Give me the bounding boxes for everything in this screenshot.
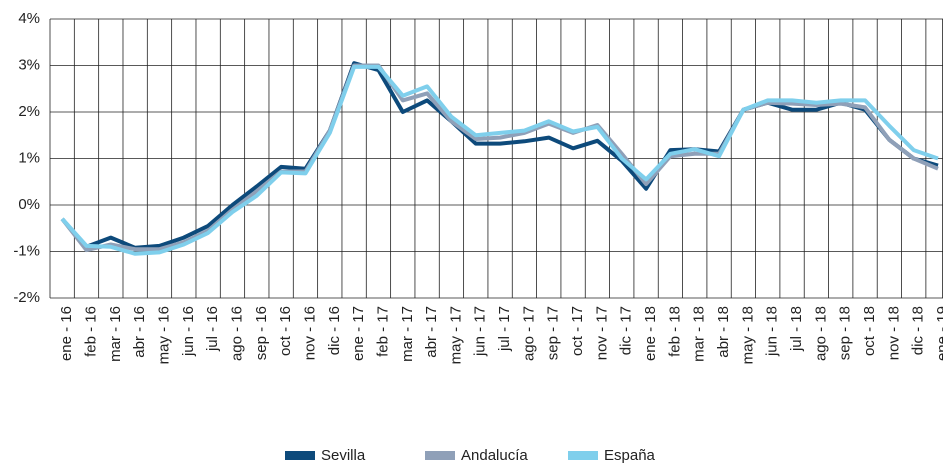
x-tick-label: sep - 17: [545, 306, 562, 360]
series-line: [60, 61, 939, 250]
x-tick-label: nov - 18: [885, 306, 902, 360]
x-tick-label: abr - 16: [131, 306, 148, 358]
x-tick-label: dic - 17: [618, 306, 635, 355]
y-tick-label: 0%: [18, 196, 40, 213]
legend-label: España: [604, 447, 656, 463]
legend-swatch: [425, 451, 455, 460]
x-tick-label: feb - 16: [82, 306, 99, 357]
x-tick-label: nov - 17: [593, 306, 610, 360]
x-tick-label: mar - 17: [399, 306, 416, 362]
x-tick-label: may - 18: [739, 306, 756, 364]
y-tick-label: -1%: [13, 242, 40, 259]
x-tick-label: nov - 16: [301, 306, 318, 360]
x-tick-label: jul - 16: [204, 306, 221, 352]
y-tick-label: 4%: [18, 10, 40, 27]
x-tick-label: ago - 17: [520, 306, 537, 361]
y-tick-label: 1%: [18, 149, 40, 166]
x-tick-label: may - 17: [447, 306, 464, 364]
series-line: [60, 64, 939, 256]
legend-label: Andalucía: [461, 447, 528, 463]
series-line: [60, 63, 939, 253]
x-tick-label: jun - 17: [472, 306, 489, 357]
x-tick-label: ago - 18: [812, 306, 829, 361]
x-tick-label: sep - 18: [837, 306, 854, 360]
x-tick-label: ene - 18: [642, 306, 659, 361]
x-tick-label: feb - 17: [374, 306, 391, 357]
y-tick-label: 2%: [18, 103, 40, 120]
legend-swatch: [568, 451, 598, 460]
x-tick-label: ago - 16: [228, 306, 245, 361]
x-tick-label: jul - 18: [788, 306, 805, 352]
y-tick-label: -2%: [13, 289, 40, 306]
y-tick-label: 3%: [18, 56, 40, 73]
x-tick-label: ene - 19: [934, 306, 943, 361]
x-tick-label: abr - 17: [423, 306, 440, 358]
x-tick-label: feb - 18: [666, 306, 683, 357]
x-tick-label: ene - 17: [350, 306, 367, 361]
x-tick-label: mar - 16: [107, 306, 124, 362]
x-tick-label: oct - 18: [861, 306, 878, 356]
x-tick-label: sep - 16: [253, 306, 270, 360]
x-tick-label: ene - 16: [58, 306, 75, 361]
x-tick-label: jul - 17: [496, 306, 513, 352]
legend-label: Sevilla: [321, 447, 366, 463]
x-tick-label: dic - 18: [910, 306, 927, 355]
x-tick-label: oct - 17: [569, 306, 586, 356]
x-tick-label: dic - 16: [326, 306, 343, 355]
x-tick-label: jun - 16: [180, 306, 197, 357]
x-tick-label: jun - 18: [764, 306, 781, 357]
legend-swatch: [285, 451, 315, 460]
x-tick-label: may - 16: [155, 306, 172, 364]
x-tick-label: oct - 16: [277, 306, 294, 356]
x-tick-label: abr - 18: [715, 306, 732, 358]
x-tick-label: mar - 18: [691, 306, 708, 362]
